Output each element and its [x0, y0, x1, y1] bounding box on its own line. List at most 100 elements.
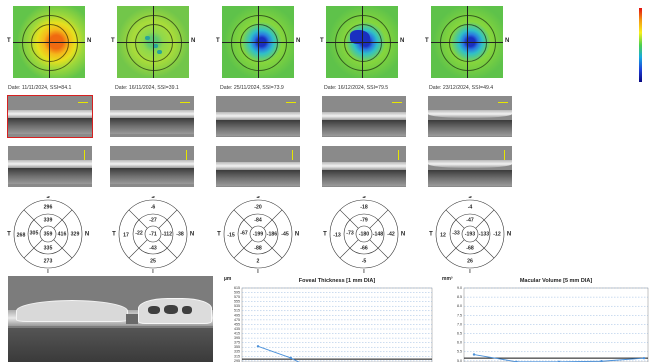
etdrs-grid: S I T N -199 -20 -84 -88 2 -67 -186 -15 -45 — [217, 196, 299, 274]
etdrs-ring-overlay — [335, 15, 391, 71]
etdrs-circle — [39, 225, 57, 243]
retina-band — [322, 162, 406, 170]
bscan-vertical[interactable] — [110, 146, 194, 187]
cyst-space — [164, 305, 178, 314]
temporal-label: T — [7, 38, 11, 44]
retina-band — [428, 160, 512, 168]
inner-inferior-value: 335 — [44, 245, 53, 251]
data-point[interactable] — [472, 353, 476, 356]
bscan-vertical[interactable] — [322, 146, 406, 187]
retina-band — [322, 112, 406, 120]
foveal-thickness-chart: µm Foveal Thickness [1 mm DIA] 61559557555… — [224, 276, 433, 362]
y-tick-label: 6.0 — [457, 341, 462, 345]
outer-nasal-value: -38 — [176, 231, 184, 237]
temporal-label: T — [112, 232, 116, 238]
y-tick-label: 575 — [234, 295, 240, 299]
scan-position-arrow — [78, 102, 88, 103]
etdrs-spoke — [445, 209, 465, 229]
bscan-vertical[interactable] — [216, 146, 300, 187]
etdrs-circle — [249, 225, 267, 243]
choroid-band — [322, 170, 406, 186]
data-point[interactable] — [642, 356, 646, 360]
choroid-layer — [8, 328, 213, 362]
nasal-label: N — [85, 232, 89, 238]
etdrs-circle — [27, 213, 69, 255]
etdrs-grid: S I T N -180 -18 -79 -66 -5 -73 -148 -13 -42 — [323, 196, 405, 274]
temporal-label: T — [217, 232, 221, 238]
y-tick-label: 555 — [234, 300, 240, 304]
inner-temporal-value: -67 — [240, 230, 248, 236]
nasal-label: N — [296, 38, 301, 44]
superior-label: S — [256, 196, 260, 200]
data-point[interactable] — [256, 345, 260, 348]
etdrs-circle — [13, 199, 83, 269]
choroid-band — [110, 118, 194, 134]
etdrs-circle — [355, 225, 373, 243]
y-tick-label: 295 — [234, 359, 240, 362]
crosshair-horizontal — [431, 42, 503, 43]
etdrs-ring-overlay — [440, 15, 496, 71]
nasal-label: N — [505, 38, 510, 44]
inner-temporal-value: -33 — [452, 230, 460, 236]
chart-unit: µm — [224, 276, 232, 282]
thickness-map[interactable] — [222, 6, 294, 78]
data-point[interactable] — [289, 356, 292, 360]
etdrs-circle — [329, 199, 399, 269]
temporal-label: T — [320, 38, 324, 44]
large-bscan-image[interactable] — [8, 276, 213, 362]
nasal-label: N — [507, 232, 511, 238]
y-tick-label: 8.0 — [457, 304, 462, 308]
scan-date-label: Date: 16/12/2024, SSI=79.5 — [324, 85, 389, 91]
outer-inferior-value: 25 — [150, 258, 156, 264]
scan-position-arrow — [392, 102, 402, 103]
etdrs-grid: S I T N -193 -4 -47 -68 26 -33 -133 12 -12 — [429, 196, 511, 274]
etdrs-circle — [223, 199, 293, 269]
inner-temporal-value: -22 — [135, 230, 143, 236]
inner-superior-value: 339 — [44, 217, 53, 223]
y-tick-label: 6.5 — [457, 332, 462, 336]
etdrs-circle — [435, 199, 505, 269]
etdrs-spoke — [23, 209, 43, 229]
inner-nasal-value: -133 — [479, 231, 489, 237]
outer-superior-value: -18 — [360, 204, 368, 210]
crosshair-horizontal — [13, 42, 85, 43]
y-tick-label: 5.5 — [457, 350, 462, 354]
scan-date-label: Date: 25/11/2024, SSI=73.9 — [220, 85, 284, 91]
y-tick-label: 375 — [234, 341, 240, 345]
bscan-horizontal[interactable] — [110, 96, 194, 137]
bscan-horizontal[interactable] — [428, 96, 512, 137]
etdrs-ring-overlay — [22, 15, 78, 71]
thickness-map[interactable] — [431, 6, 503, 78]
bscan-horizontal[interactable] — [7, 95, 93, 138]
bscan-horizontal[interactable] — [216, 96, 300, 137]
etdrs-spoke — [339, 239, 359, 259]
bscan-horizontal[interactable] — [322, 96, 406, 137]
nasal-label: N — [190, 232, 194, 238]
etdrs-spoke — [23, 239, 43, 259]
y-tick-label: 7.5 — [457, 313, 462, 317]
nasal-label: N — [87, 38, 92, 44]
thickness-map[interactable] — [13, 6, 85, 78]
outer-superior-value: -4 — [468, 204, 473, 210]
outer-inferior-value: 2 — [257, 258, 260, 264]
etdrs-grids: S I T N 359 296 339 335 273 305 416 268 329 S I T N -71 -6… — [7, 196, 511, 274]
etdrs-spoke — [128, 239, 148, 259]
retina-band — [428, 110, 512, 118]
thickness-map[interactable] — [117, 6, 189, 78]
cyst-space — [148, 306, 160, 314]
bscan-vertical[interactable] — [428, 146, 512, 187]
superior-label: S — [468, 196, 472, 200]
y-tick-label: 5.0 — [457, 359, 462, 362]
y-tick-label: 535 — [234, 304, 240, 308]
retina-elevation — [16, 300, 128, 322]
etdrs-circle — [118, 199, 188, 269]
etdrs-ring-overlay — [126, 15, 182, 71]
temporal-label: T — [216, 38, 220, 44]
etdrs-spoke — [263, 209, 283, 229]
bscan-vertical[interactable] — [8, 146, 92, 187]
retina-band — [216, 112, 300, 120]
crosshair-horizontal — [222, 42, 294, 43]
outer-temporal-value: -13 — [333, 232, 341, 238]
etdrs-spoke — [53, 209, 73, 229]
thickness-map[interactable] — [326, 6, 398, 78]
